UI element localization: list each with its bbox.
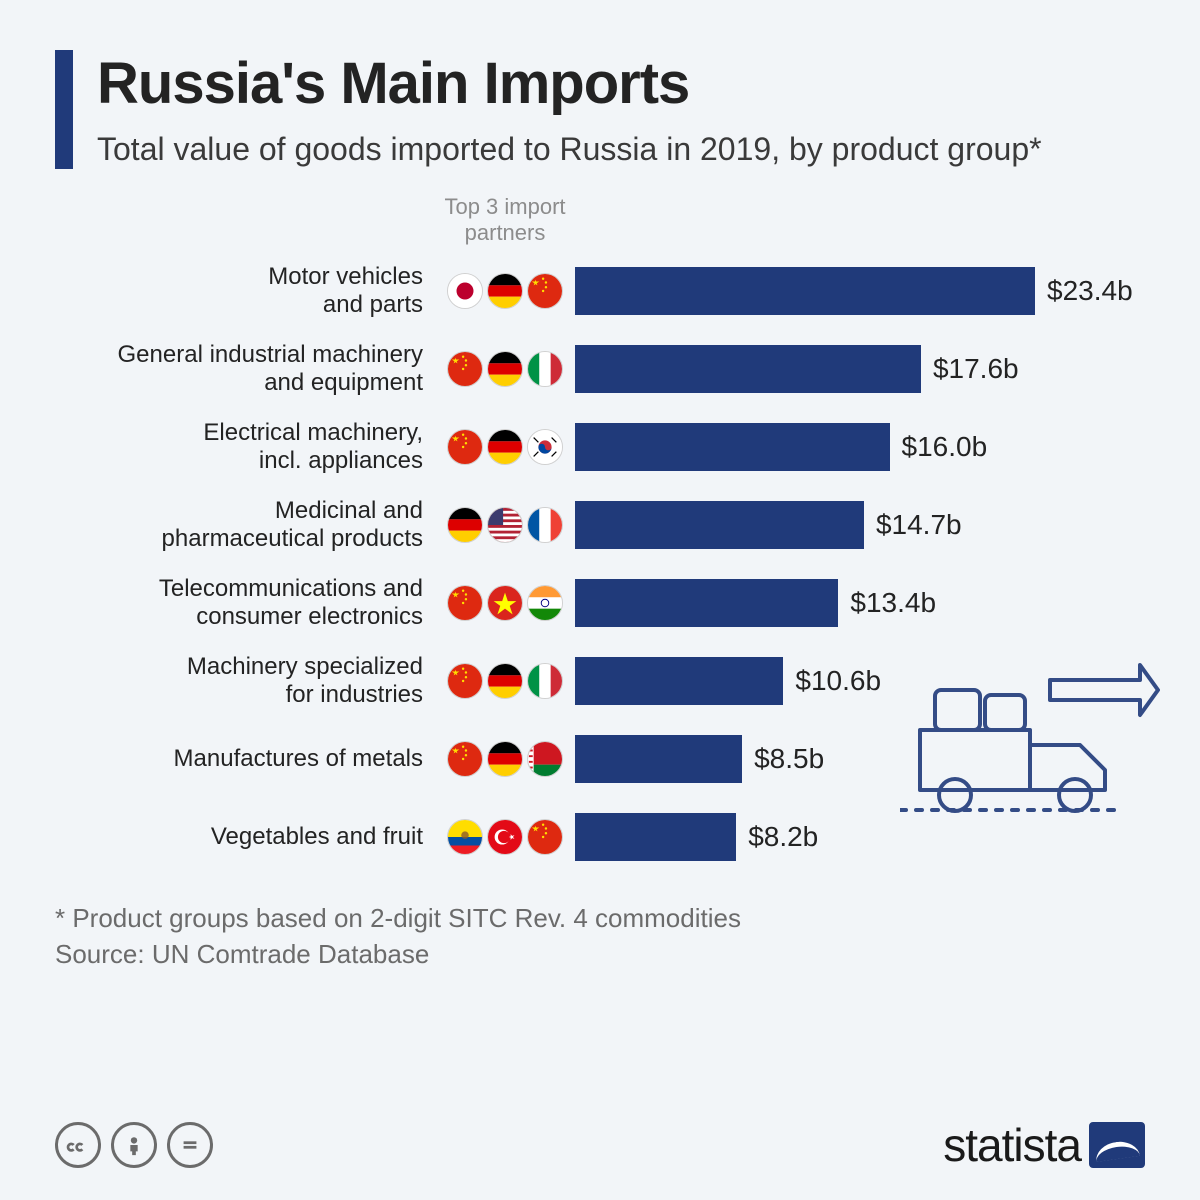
flag-de-icon bbox=[487, 273, 523, 309]
partner-flags bbox=[435, 507, 575, 543]
chart-row: Medicinal andpharmaceutical products $14.… bbox=[55, 486, 1145, 564]
title-block: Russia's Main Imports Total value of goo… bbox=[97, 50, 1042, 169]
flag-cn-icon bbox=[447, 585, 483, 621]
flag-cn-icon bbox=[447, 741, 483, 777]
partner-flags bbox=[435, 429, 575, 465]
footnote: * Product groups based on 2-digit SITC R… bbox=[55, 900, 1145, 973]
license-icons bbox=[55, 1122, 213, 1168]
bar bbox=[575, 501, 864, 549]
bar-area: $17.6b bbox=[575, 345, 1145, 393]
bar bbox=[575, 735, 742, 783]
bar bbox=[575, 267, 1035, 315]
footer: statista bbox=[55, 1118, 1145, 1172]
chart-row: Telecommunications andconsumer electroni… bbox=[55, 564, 1145, 642]
flag-vn-icon bbox=[487, 585, 523, 621]
nd-icon bbox=[167, 1122, 213, 1168]
flag-ec-icon bbox=[447, 819, 483, 855]
flag-us-icon bbox=[487, 507, 523, 543]
flag-kr-icon bbox=[527, 429, 563, 465]
truck-icon bbox=[900, 640, 1160, 830]
bar-area: $14.7b bbox=[575, 501, 1145, 549]
flag-it-icon bbox=[527, 351, 563, 387]
bar bbox=[575, 813, 736, 861]
bar-value: $17.6b bbox=[933, 353, 1019, 385]
by-icon bbox=[111, 1122, 157, 1168]
bar-value: $13.4b bbox=[850, 587, 936, 619]
row-label: Manufactures of metals bbox=[55, 745, 435, 773]
bar-value: $14.7b bbox=[876, 509, 962, 541]
title-accent-bar bbox=[55, 50, 73, 169]
flag-in-icon bbox=[527, 585, 563, 621]
partners-column-header: Top 3 import partners bbox=[435, 194, 575, 246]
row-label: Vegetables and fruit bbox=[55, 823, 435, 851]
header: Russia's Main Imports Total value of goo… bbox=[55, 50, 1145, 169]
flag-fr-icon bbox=[527, 507, 563, 543]
flag-de-icon bbox=[447, 507, 483, 543]
partner-flags bbox=[435, 819, 575, 855]
flag-tr-icon bbox=[487, 819, 523, 855]
flag-de-icon bbox=[487, 741, 523, 777]
row-label: Motor vehiclesand parts bbox=[55, 263, 435, 318]
row-label: Machinery specializedfor industries bbox=[55, 653, 435, 708]
flag-cn-icon bbox=[447, 663, 483, 699]
bar-area: $13.4b bbox=[575, 579, 1145, 627]
bar bbox=[575, 345, 921, 393]
statista-logo: statista bbox=[943, 1118, 1145, 1172]
bar-area: $16.0b bbox=[575, 423, 1145, 471]
logo-mark-icon bbox=[1089, 1122, 1145, 1168]
bar bbox=[575, 423, 890, 471]
partner-flags bbox=[435, 273, 575, 309]
subtitle: Total value of goods imported to Russia … bbox=[97, 129, 1042, 169]
bar-value: $23.4b bbox=[1047, 275, 1133, 307]
flag-cn-icon bbox=[527, 819, 563, 855]
row-label: Medicinal andpharmaceutical products bbox=[55, 497, 435, 552]
partner-flags bbox=[435, 351, 575, 387]
cc-icon bbox=[55, 1122, 101, 1168]
bar-value: $8.2b bbox=[748, 821, 818, 853]
flag-by-icon bbox=[527, 741, 563, 777]
flag-cn-icon bbox=[447, 351, 483, 387]
flag-de-icon bbox=[487, 351, 523, 387]
row-label: General industrial machineryand equipmen… bbox=[55, 341, 435, 396]
row-label: Telecommunications andconsumer electroni… bbox=[55, 575, 435, 630]
bar-value: $16.0b bbox=[902, 431, 988, 463]
flag-jp-icon bbox=[447, 273, 483, 309]
page-title: Russia's Main Imports bbox=[97, 54, 1042, 115]
footnote-line-1: * Product groups based on 2-digit SITC R… bbox=[55, 900, 1145, 936]
flag-it-icon bbox=[527, 663, 563, 699]
bar-value: $8.5b bbox=[754, 743, 824, 775]
flag-cn-icon bbox=[447, 429, 483, 465]
logo-text: statista bbox=[943, 1118, 1081, 1172]
chart-row: Motor vehiclesand parts $23.4b bbox=[55, 252, 1145, 330]
flag-de-icon bbox=[487, 663, 523, 699]
bar bbox=[575, 657, 783, 705]
flag-cn-icon bbox=[527, 273, 563, 309]
chart-row: General industrial machineryand equipmen… bbox=[55, 330, 1145, 408]
partner-flags bbox=[435, 741, 575, 777]
bar-value: $10.6b bbox=[795, 665, 881, 697]
partner-flags bbox=[435, 585, 575, 621]
footnote-line-2: Source: UN Comtrade Database bbox=[55, 936, 1145, 972]
partner-flags bbox=[435, 663, 575, 699]
bar bbox=[575, 579, 838, 627]
bar-area: $23.4b bbox=[575, 267, 1145, 315]
flag-de-icon bbox=[487, 429, 523, 465]
row-label: Electrical machinery,incl. appliances bbox=[55, 419, 435, 474]
chart-row: Electrical machinery,incl. appliances $16… bbox=[55, 408, 1145, 486]
